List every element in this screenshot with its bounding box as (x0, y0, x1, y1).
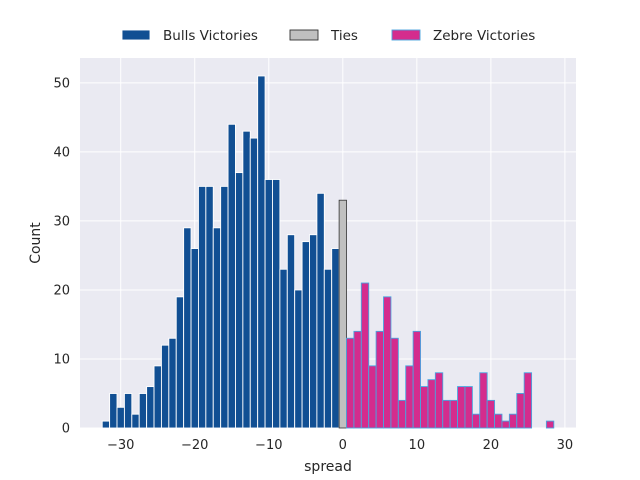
histogram-bar (360, 282, 370, 429)
y-tick-label: 50 (53, 76, 70, 91)
x-tick-label: −10 (255, 438, 282, 453)
histogram-bar (205, 185, 214, 429)
histogram-bar (420, 386, 429, 429)
histogram-bar (427, 379, 436, 429)
histogram-bar (279, 268, 288, 429)
x-tick-label: −30 (107, 438, 134, 453)
histogram-bar (523, 372, 533, 429)
series-zebre-victories (346, 282, 555, 429)
histogram-bar (471, 413, 481, 429)
x-tick-labels: −30 −20 −10 0 10 20 30 (107, 438, 573, 453)
histogram-bar (123, 393, 133, 429)
histogram-bar (508, 413, 518, 429)
histogram-bar (545, 420, 555, 429)
x-tick-label: 30 (557, 438, 574, 453)
histogram-bar (301, 241, 310, 429)
legend-label: Bulls Victories (163, 28, 258, 44)
histogram-bar (212, 227, 222, 429)
histogram-bar (146, 386, 155, 429)
legend-entry: Zebre Victories (391, 28, 535, 44)
y-tick-label: 40 (53, 145, 70, 160)
histogram-bar (375, 330, 384, 429)
histogram-bar (190, 248, 199, 429)
histogram-bar (457, 386, 466, 429)
histogram-bar (160, 344, 170, 429)
x-tick-label: −20 (181, 438, 208, 453)
histogram-bar (257, 75, 266, 429)
legend-entry: Bulls Victories (121, 28, 258, 44)
y-tick-label: 0 (62, 422, 70, 437)
histogram-bar (486, 399, 496, 429)
x-tick-label: 20 (483, 438, 500, 453)
histogram-bar (109, 393, 118, 429)
histogram-bar (479, 372, 488, 429)
histogram-bar (412, 330, 421, 429)
y-axis-label: Count (28, 222, 44, 264)
histogram-bar (242, 130, 251, 429)
y-tick-label: 10 (53, 352, 70, 367)
legend-swatch (391, 29, 421, 41)
histogram-bar (272, 179, 281, 429)
series-bulls-victories (101, 75, 340, 429)
histogram-bar (286, 234, 296, 429)
series-ties (338, 199, 347, 429)
x-tick-label: 0 (339, 438, 347, 453)
histogram-bar (501, 420, 510, 429)
histogram-bar (264, 179, 273, 429)
histogram-bar (434, 372, 444, 429)
histogram-bar (183, 227, 192, 429)
histogram-bar (175, 296, 185, 429)
histogram-bar (390, 337, 399, 429)
histogram-bar (316, 192, 325, 429)
y-tick-label: 30 (53, 214, 70, 229)
legend-swatch (289, 29, 319, 41)
x-tick-label: 10 (409, 438, 426, 453)
histogram-bar (249, 137, 259, 429)
histogram-bar (464, 386, 473, 429)
histogram-bar (116, 406, 125, 429)
y-tick-labels: 0 10 20 30 40 50 (53, 76, 70, 436)
y-tick-label: 20 (53, 283, 70, 298)
histogram-bar (138, 393, 148, 429)
histogram-bar (227, 123, 236, 429)
histogram-bar (494, 413, 503, 429)
x-axis-label: spread (304, 459, 352, 475)
histogram-bar (153, 365, 162, 429)
histogram-bar (405, 365, 414, 429)
legend-swatch (121, 29, 151, 41)
legend: Bulls Victories Ties Zebre Victories (121, 28, 535, 44)
histogram-bar (323, 268, 333, 429)
histogram-bar (516, 393, 525, 429)
histogram-bar (449, 399, 459, 429)
histogram-bar (346, 337, 355, 429)
histogram-bar (294, 289, 303, 429)
histogram-bar (331, 248, 340, 429)
histogram-bar (197, 185, 207, 429)
histogram-bar (131, 413, 140, 429)
bars (101, 75, 555, 429)
histogram-bar (442, 399, 451, 429)
histogram-bar (235, 172, 244, 429)
histogram-bar (220, 185, 229, 429)
legend-label: Zebre Victories (433, 28, 535, 44)
histogram-bar (338, 199, 347, 429)
legend-label: Ties (330, 28, 358, 44)
histogram-bar (353, 330, 362, 429)
histogram-bar (101, 420, 111, 429)
histogram-bar (397, 399, 407, 429)
histogram-bar (168, 337, 177, 429)
histogram-bar (383, 296, 392, 429)
histogram-bar (309, 234, 318, 429)
legend-entry: Ties (289, 28, 358, 44)
histogram-bar (368, 365, 377, 429)
